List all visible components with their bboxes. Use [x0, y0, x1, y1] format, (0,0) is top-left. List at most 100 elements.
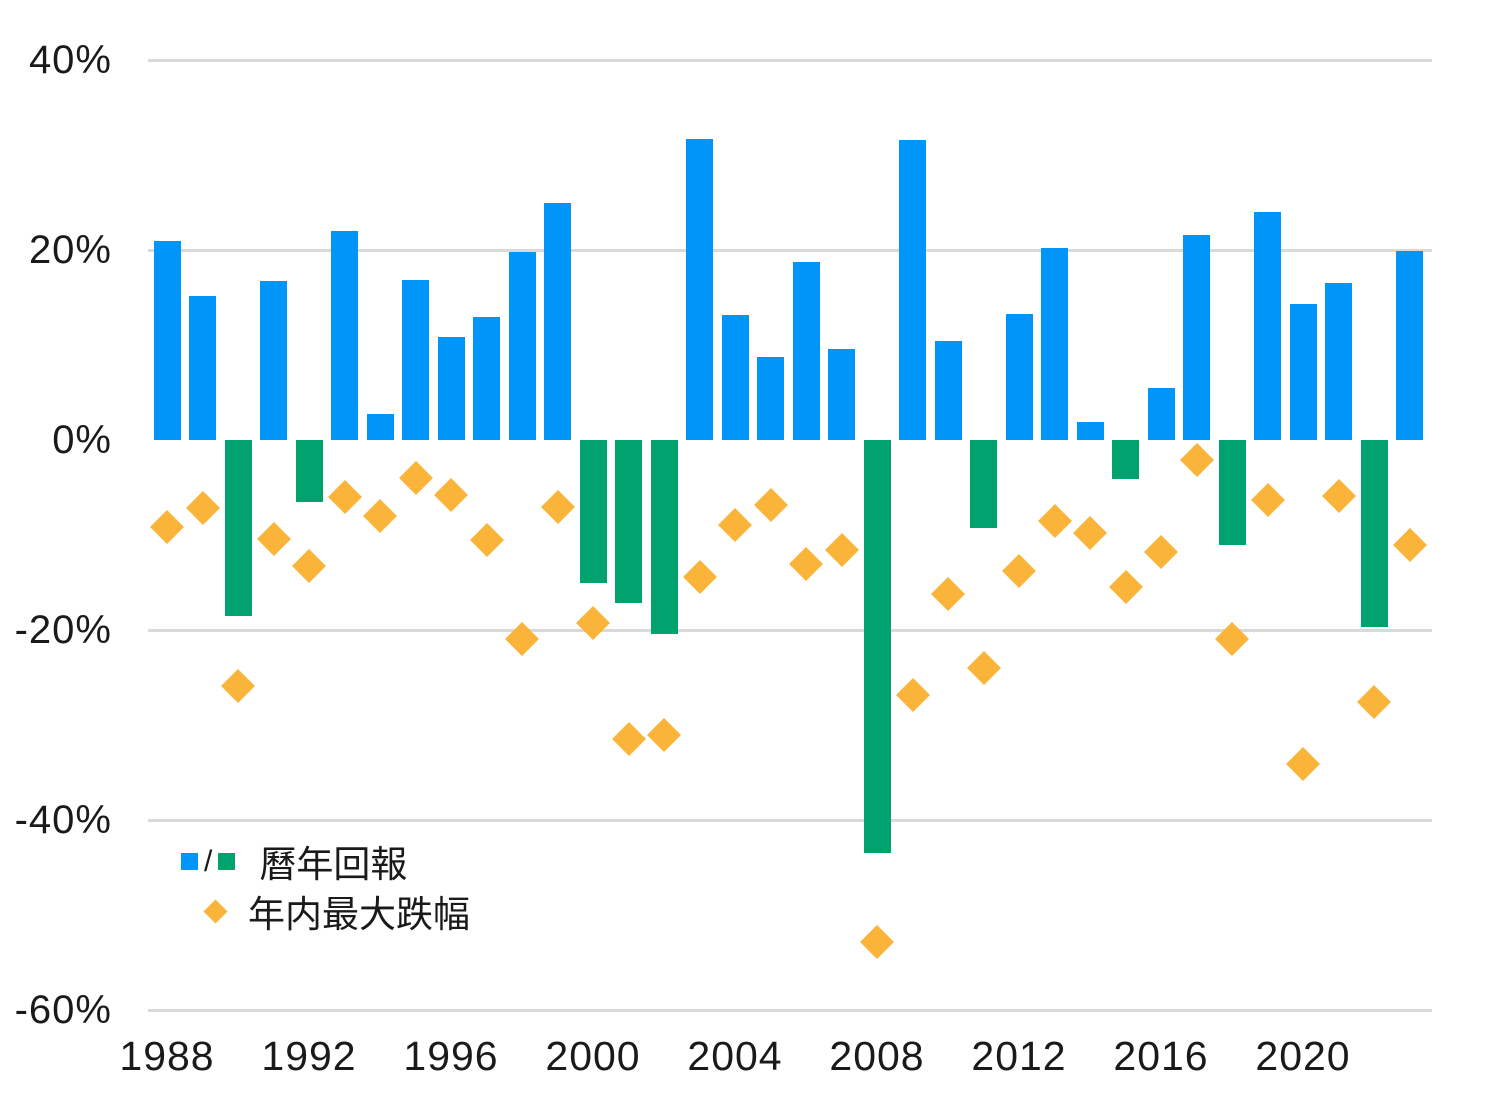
drawdown-diamond-1994	[363, 499, 397, 533]
legend-return-label: 曆年回報	[259, 844, 408, 885]
return-bar-2013	[1041, 248, 1068, 440]
drawdown-diamond-1998	[505, 621, 539, 656]
drawdown-diamond-1997	[469, 522, 504, 557]
drawdown-diamond-1988	[150, 510, 184, 545]
drawdown-diamond-1996	[434, 478, 468, 513]
drawdown-diamond-2021	[1321, 479, 1356, 514]
x-axis-label-2000: 2000	[545, 1033, 641, 1079]
return-bar-1992	[295, 440, 323, 502]
return-bar-2006	[792, 262, 820, 440]
return-bar-1991	[260, 281, 287, 440]
legend-separator: /	[204, 844, 213, 878]
drawdown-diamond-2004	[718, 507, 752, 542]
return-bar-2015	[1112, 440, 1139, 479]
return-bar-1988	[153, 240, 181, 440]
legend-row-drawdown: 年内最大跌幅	[181, 886, 470, 936]
drawdown-diamond-2008	[860, 924, 894, 959]
y-axis-label-0: 0%	[52, 418, 112, 462]
return-bar-2007	[828, 348, 855, 440]
drawdown-diamond-1993	[327, 480, 362, 514]
return-bar-2012	[1005, 313, 1033, 440]
legend-drawdown-label: 年内最大跌幅	[248, 894, 470, 935]
x-axis-label-1996: 1996	[403, 1033, 499, 1079]
drawdown-diamond-2003	[682, 559, 717, 594]
gridline--20	[148, 628, 1432, 632]
drawdown-diamond-1999	[540, 489, 575, 524]
x-axis-label-2020: 2020	[1255, 1033, 1351, 1079]
drawdown-diamond-2009	[895, 677, 930, 712]
return-bar-1990	[224, 440, 252, 616]
return-bar-1999	[544, 202, 571, 440]
return-bar-2011	[970, 440, 997, 529]
drawdown-diamond-1991	[256, 521, 291, 556]
y-axis-label-40: 40%	[28, 38, 112, 82]
legend-positive-return-swatch	[181, 852, 198, 870]
drawdown-diamond-1995	[398, 461, 433, 495]
drawdown-diamond-2015	[1108, 570, 1143, 605]
drawdown-diamond-2023	[1392, 527, 1427, 562]
gridline-20	[148, 248, 1432, 252]
drawdown-diamond-1992	[292, 549, 326, 584]
return-bar-1993	[331, 231, 358, 440]
legend: / 曆年回報 年内最大跌幅	[181, 836, 470, 936]
drawdown-diamond-2014	[1073, 516, 1107, 551]
return-bar-1994	[366, 414, 394, 440]
return-bar-2008	[863, 440, 891, 854]
return-bar-2003	[686, 138, 713, 440]
return-bar-2009	[899, 139, 926, 440]
x-axis-label-2012: 2012	[971, 1033, 1067, 1079]
return-bar-1989	[189, 295, 216, 440]
drawdown-diamond-2013	[1037, 503, 1072, 538]
y-axis-label--40: -40%	[14, 798, 112, 842]
x-axis-label-1988: 1988	[119, 1033, 215, 1079]
x-axis-label-1992: 1992	[261, 1033, 357, 1079]
return-bar-2023	[1396, 250, 1423, 440]
drawdown-diamond-2022	[1357, 685, 1391, 720]
x-axis-label-2004: 2004	[687, 1033, 783, 1079]
y-axis-label-20: 20%	[28, 228, 112, 272]
return-bar-2014	[1076, 421, 1104, 440]
x-axis-label-2008: 2008	[829, 1033, 925, 1079]
drawdown-diamond-2005	[753, 487, 788, 522]
drawdown-diamond-1990	[221, 669, 255, 704]
x-axis-label-2016: 2016	[1113, 1033, 1209, 1079]
return-bar-2000	[579, 440, 607, 583]
return-bar-2021	[1325, 283, 1352, 440]
legend-negative-return-swatch	[218, 852, 236, 870]
drawdown-diamond-2017	[1179, 442, 1214, 477]
gridline--60	[148, 1008, 1432, 1012]
return-bar-2018	[1218, 440, 1246, 546]
y-axis-label--20: -20%	[14, 608, 112, 652]
return-bar-2020	[1289, 304, 1317, 440]
y-axis-label--60: -60%	[14, 988, 112, 1032]
drawdown-diamond-2016	[1144, 535, 1178, 570]
return-bar-2005	[757, 357, 784, 440]
gridline-40	[148, 58, 1432, 62]
legend-row-return: / 曆年回報	[181, 836, 470, 886]
return-bar-2004	[721, 314, 749, 440]
return-bar-2022	[1360, 440, 1388, 628]
return-bar-1996	[437, 337, 465, 440]
drawdown-diamond-2012	[1002, 554, 1036, 589]
legend-drawdown-diamond-icon	[203, 898, 228, 924]
drawdown-diamond-2002	[647, 718, 681, 753]
drawdown-diamond-2011	[966, 651, 1001, 685]
return-bar-1997	[473, 317, 500, 440]
drawdown-diamond-2007	[824, 533, 859, 568]
drawdown-diamond-2010	[931, 576, 965, 611]
drawdown-diamond-1989	[185, 491, 220, 526]
gridline--40	[148, 818, 1432, 822]
drawdown-diamond-2001	[611, 722, 646, 757]
return-bar-2016	[1147, 387, 1175, 440]
return-bar-2001	[615, 440, 642, 604]
drawdown-diamond-2019	[1250, 482, 1285, 517]
return-bar-2019	[1254, 212, 1281, 440]
return-bar-2017	[1183, 234, 1210, 440]
drawdown-diamond-2020	[1286, 746, 1320, 781]
drawdown-diamond-2018	[1215, 621, 1249, 656]
return-bar-2002	[650, 440, 678, 634]
drawdown-diamond-2000	[576, 606, 610, 641]
return-bar-1995	[402, 280, 429, 440]
return-bar-2010	[934, 341, 962, 440]
